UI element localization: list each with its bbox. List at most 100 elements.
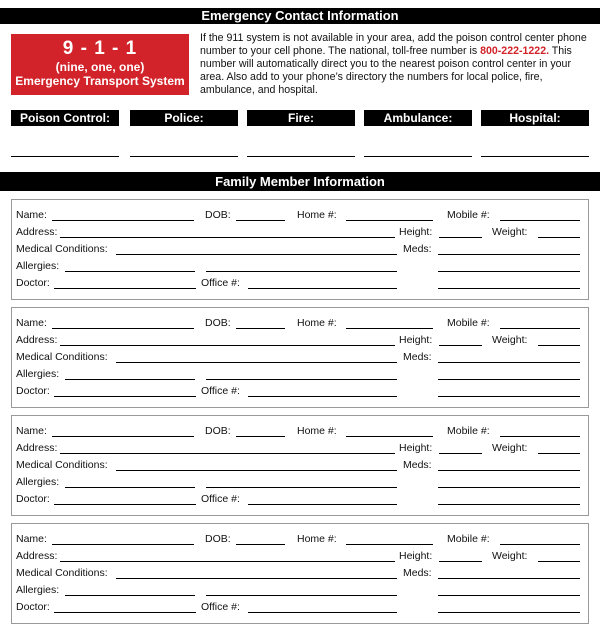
weight-field[interactable]	[538, 345, 580, 346]
office-phone-field[interactable]	[248, 612, 397, 613]
name-field[interactable]	[52, 436, 194, 437]
allergies-field-2[interactable]	[206, 379, 397, 380]
office-phone-field[interactable]	[248, 504, 397, 505]
dob-label: DOB:	[205, 533, 231, 545]
weight-label: Weight:	[492, 442, 528, 454]
height-label: Height:	[399, 226, 433, 238]
meds-field-2[interactable]	[438, 595, 580, 596]
meds-field-3[interactable]	[438, 504, 580, 505]
height-field[interactable]	[439, 453, 482, 454]
weight-label: Weight:	[492, 550, 528, 562]
home-phone-label: Home #:	[297, 317, 337, 329]
meds-field[interactable]	[438, 362, 580, 363]
address-label: Address:	[16, 334, 58, 346]
ambulance-field[interactable]	[364, 156, 472, 157]
medical-conditions-field[interactable]	[116, 470, 397, 471]
medical-conditions-label: Medical Conditions:	[16, 459, 108, 471]
doctor-label: Doctor:	[16, 277, 50, 289]
allergies-field[interactable]	[65, 379, 195, 380]
meds-field-3[interactable]	[438, 288, 580, 289]
address-field[interactable]	[60, 453, 395, 454]
office-phone-label: Office #:	[201, 601, 240, 613]
weight-field[interactable]	[538, 561, 580, 562]
medical-conditions-label: Medical Conditions:	[16, 243, 108, 255]
allergies-label: Allergies:	[16, 368, 60, 380]
family-header: Family Member Information	[0, 172, 600, 191]
home-phone-field[interactable]	[346, 436, 433, 437]
height-field[interactable]	[439, 237, 482, 238]
name-field[interactable]	[52, 544, 194, 545]
meds-field-2[interactable]	[438, 487, 580, 488]
name-label: Name:	[16, 317, 47, 329]
height-label: Height:	[399, 334, 433, 346]
dob-field[interactable]	[236, 436, 285, 437]
mobile-field[interactable]	[500, 436, 580, 437]
weight-field[interactable]	[538, 453, 580, 454]
medical-conditions-field[interactable]	[116, 578, 397, 579]
dob-field[interactable]	[236, 328, 285, 329]
meds-field[interactable]	[438, 578, 580, 579]
contact-label-hospital: Hospital:	[481, 110, 589, 126]
dob-label: DOB:	[205, 317, 231, 329]
home-phone-field[interactable]	[346, 544, 433, 545]
dob-field[interactable]	[236, 544, 285, 545]
weight-label: Weight:	[492, 334, 528, 346]
name-field[interactable]	[52, 328, 194, 329]
meds-field-2[interactable]	[438, 379, 580, 380]
mobile-label: Mobile #:	[447, 425, 490, 437]
name-label: Name:	[16, 425, 47, 437]
meds-field[interactable]	[438, 254, 580, 255]
badge-spelled: (nine, one, one)	[55, 60, 145, 74]
address-field[interactable]	[60, 237, 395, 238]
home-phone-field[interactable]	[346, 328, 433, 329]
meds-label: Meds:	[403, 351, 432, 363]
meds-field[interactable]	[438, 470, 580, 471]
meds-label: Meds:	[403, 243, 432, 255]
meds-field-2[interactable]	[438, 271, 580, 272]
poison-control-field[interactable]	[11, 156, 119, 157]
contact-label-fire: Fire:	[247, 110, 355, 126]
allergies-field[interactable]	[65, 487, 195, 488]
doctor-field[interactable]	[54, 612, 196, 613]
allergies-field[interactable]	[65, 271, 195, 272]
address-field[interactable]	[60, 561, 395, 562]
name-field[interactable]	[52, 220, 194, 221]
home-phone-label: Home #:	[297, 533, 337, 545]
meds-field-3[interactable]	[438, 396, 580, 397]
height-field[interactable]	[439, 561, 482, 562]
badge-number: 9 - 1 - 1	[62, 38, 138, 59]
allergies-field-2[interactable]	[206, 271, 397, 272]
mobile-field[interactable]	[500, 328, 580, 329]
medical-conditions-field[interactable]	[116, 362, 397, 363]
mobile-field[interactable]	[500, 220, 580, 221]
dob-field[interactable]	[236, 220, 285, 221]
allergies-field-2[interactable]	[206, 595, 397, 596]
allergies-field-2[interactable]	[206, 487, 397, 488]
intro-after: This number will automatically direct yo…	[200, 45, 572, 96]
office-phone-field[interactable]	[248, 396, 397, 397]
fire-field[interactable]	[247, 156, 355, 157]
meds-field-3[interactable]	[438, 612, 580, 613]
poison-control-phone: 800-222-1222.	[480, 45, 550, 57]
home-phone-field[interactable]	[346, 220, 433, 221]
family-member-card-1: Name: DOB: Home #: Mobile #: Address: He…	[11, 199, 589, 300]
weight-field[interactable]	[538, 237, 580, 238]
medical-conditions-field[interactable]	[116, 254, 397, 255]
doctor-field[interactable]	[54, 396, 196, 397]
doctor-field[interactable]	[54, 288, 196, 289]
mobile-label: Mobile #:	[447, 317, 490, 329]
height-field[interactable]	[439, 345, 482, 346]
family-member-card-2: Name: DOB: Home #: Mobile #: Address: He…	[11, 307, 589, 408]
hospital-field[interactable]	[481, 156, 589, 157]
doctor-field[interactable]	[54, 504, 196, 505]
allergies-field[interactable]	[65, 595, 195, 596]
address-field[interactable]	[60, 345, 395, 346]
intro-before: If the 911 system is not available in yo…	[200, 32, 587, 57]
mobile-label: Mobile #:	[447, 533, 490, 545]
mobile-field[interactable]	[500, 544, 580, 545]
allergies-label: Allergies:	[16, 476, 60, 488]
name-label: Name:	[16, 209, 47, 221]
police-field[interactable]	[130, 156, 238, 157]
family-member-card-3: Name: DOB: Home #: Mobile #: Address: He…	[11, 415, 589, 516]
office-phone-field[interactable]	[248, 288, 397, 289]
